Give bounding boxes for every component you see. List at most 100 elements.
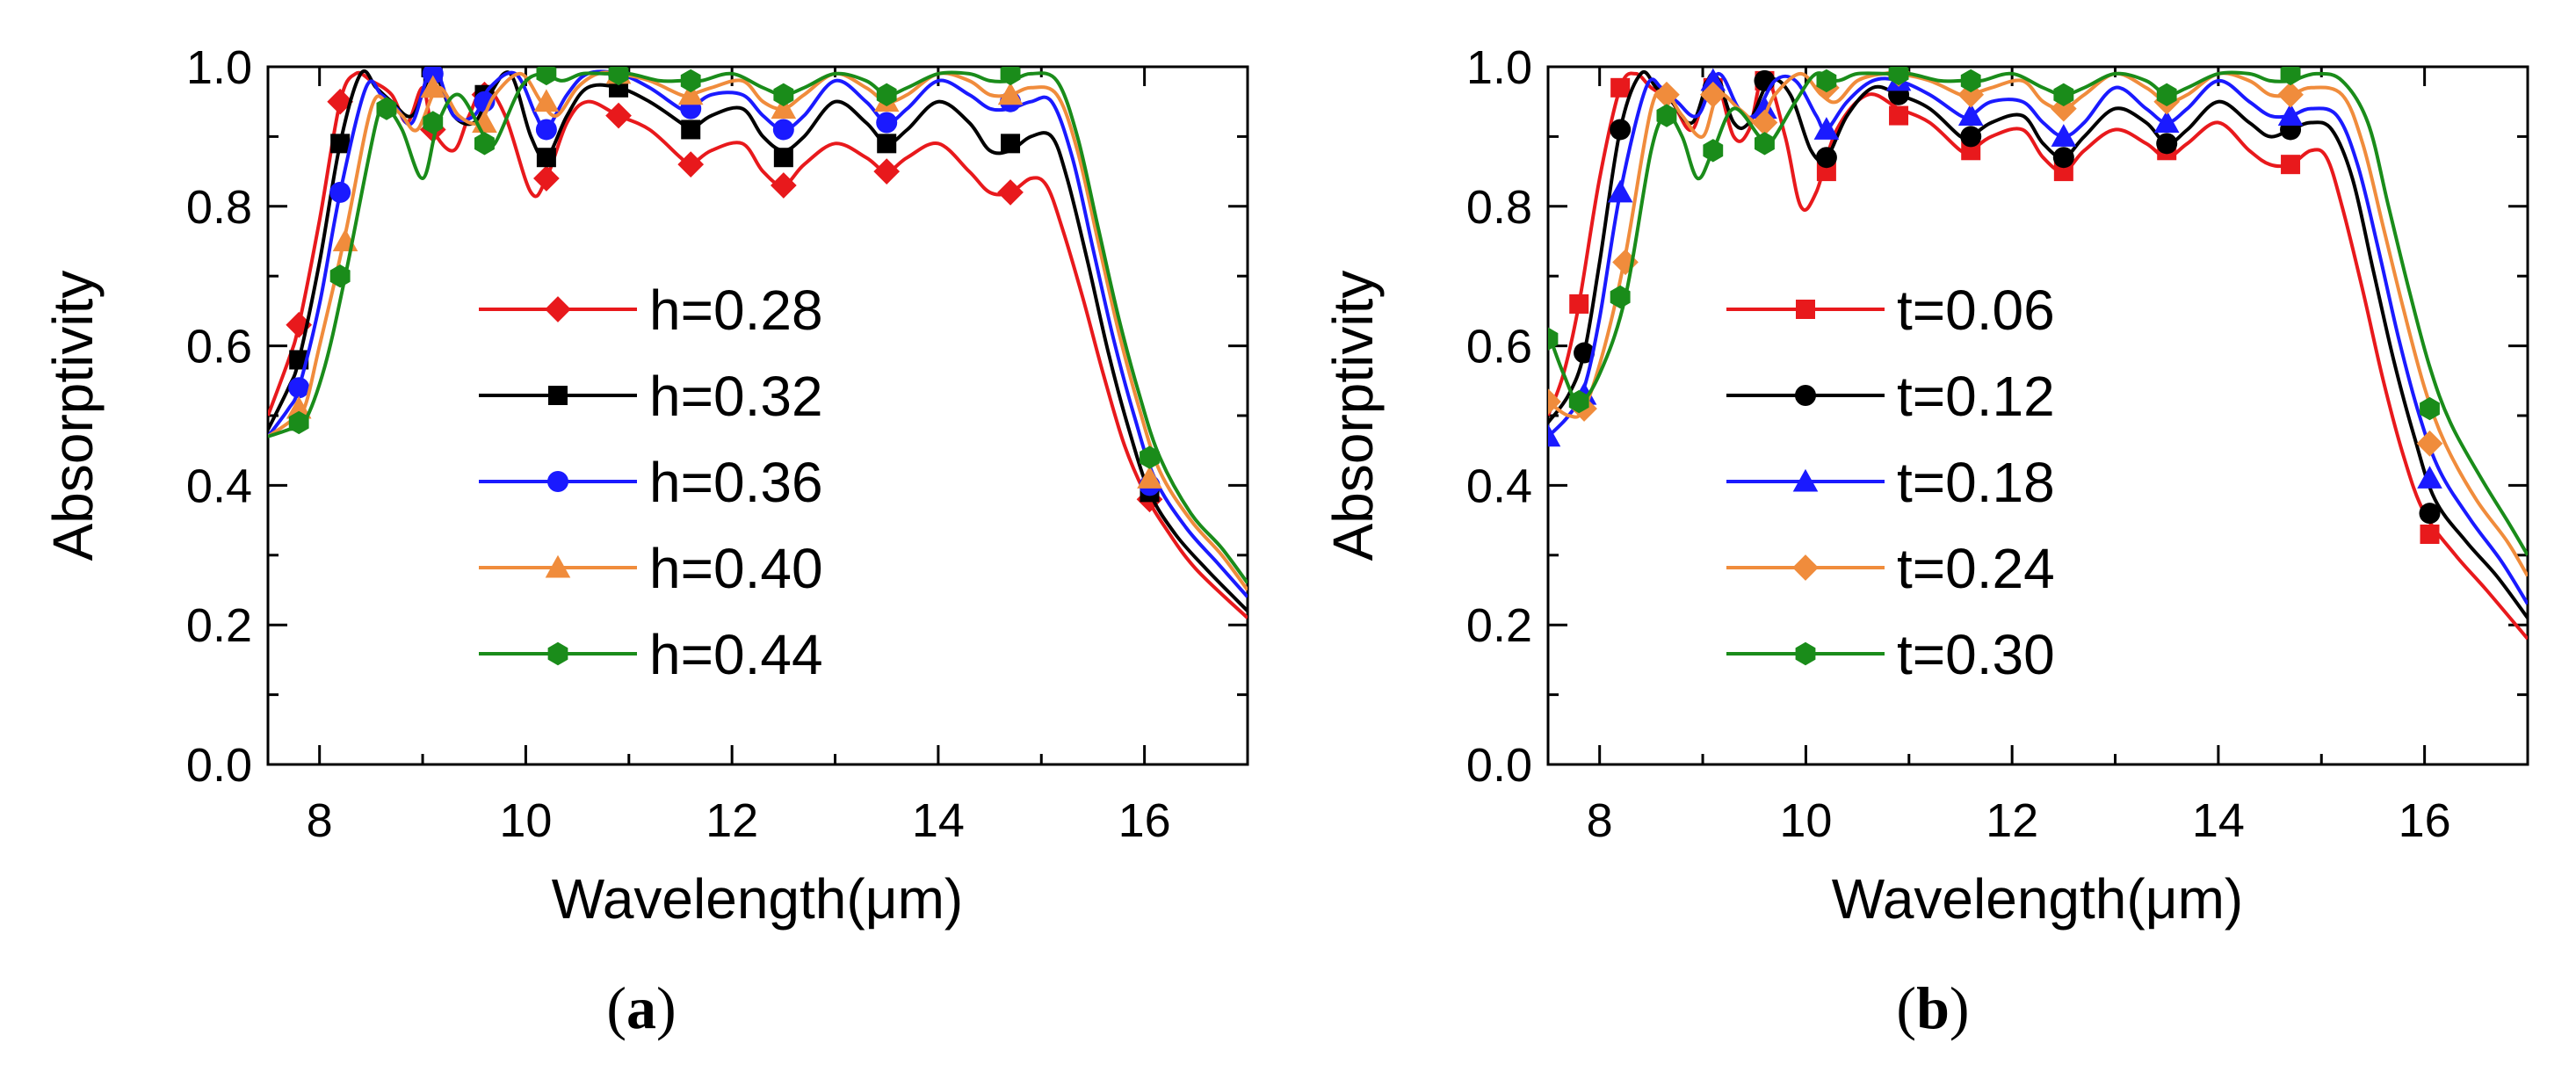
data-point [1548, 327, 1559, 351]
data-point [997, 179, 1024, 206]
legend-entry: t=0.18 [1726, 451, 2055, 514]
data-point [288, 410, 309, 435]
legend-entry: t=0.06 [1726, 279, 2055, 342]
legend-entry: h=0.32 [479, 365, 823, 428]
x-tick-label: 14 [912, 794, 965, 847]
x-axis-title: Wavelength(μm) [1832, 867, 2243, 931]
legend-label: h=0.28 [649, 279, 823, 342]
legend-marker [1795, 385, 1816, 406]
data-point [1607, 179, 1633, 203]
data-point [1957, 103, 1984, 127]
data-point [2051, 124, 2077, 147]
data-point [1816, 69, 1837, 93]
x-tick-label: 12 [1986, 794, 2038, 847]
series-h=0.44 [268, 67, 1248, 584]
y-tick-label: 0.6 [186, 321, 252, 373]
data-point [2420, 396, 2440, 421]
data-point [1653, 81, 1680, 108]
data-point [286, 311, 313, 338]
data-point [2053, 83, 2074, 106]
y-axis-title: Absorptivity [41, 271, 105, 561]
data-point [423, 111, 444, 134]
data-point [376, 97, 397, 120]
legend-label: h=0.44 [649, 623, 823, 686]
legend-marker [545, 554, 571, 578]
legend-marker [548, 386, 568, 405]
data-point [1610, 119, 1632, 141]
x-axis-title: Wavelength(μm) [552, 867, 963, 931]
data-point [1548, 424, 1561, 447]
legend-label: t=0.12 [1897, 365, 2055, 428]
y-tick-label: 1.0 [1466, 41, 1532, 94]
y-tick-label: 0.6 [1466, 321, 1532, 373]
data-point [771, 96, 797, 120]
legend-marker [547, 641, 568, 666]
legend-entry: t=0.12 [1726, 365, 2055, 428]
legend-entry: t=0.30 [1726, 623, 2055, 686]
data-point [773, 83, 794, 106]
data-point [2277, 103, 2304, 127]
legend-label: t=0.18 [1897, 451, 2055, 514]
y-tick-label: 0.4 [186, 460, 252, 512]
chart-panel-b: 8 10 12 14 16 0.0 0.2 0.4 0.6 0.8 1.0 Wavelength(μ… [1321, 41, 2529, 1041]
data-point [1752, 96, 1777, 120]
data-point [877, 134, 897, 154]
legend-entry: h=0.36 [479, 451, 823, 514]
data-point [286, 395, 312, 419]
data-point [773, 148, 793, 168]
data-point [681, 120, 701, 140]
legend-label: h=0.32 [649, 365, 823, 428]
x-tick-label: 10 [499, 794, 552, 847]
data-point [474, 132, 495, 156]
data-point [1888, 67, 1909, 86]
y-axis-title: Absorptivity [1321, 271, 1385, 561]
data-point [1755, 132, 1775, 156]
data-point [1001, 134, 1021, 154]
x-tick-label: 8 [1587, 794, 1613, 847]
data-point [876, 83, 897, 106]
data-point [329, 264, 351, 288]
y-tick-label: 0.8 [186, 181, 252, 234]
y-tick-label: 0.0 [1466, 739, 1532, 792]
data-point [2281, 155, 2301, 175]
x-tick-label: 16 [1118, 794, 1171, 847]
data-point [1656, 104, 1677, 127]
data-point [1754, 69, 1776, 91]
legend-entry: t=0.24 [1726, 537, 2055, 600]
legend-marker [1795, 641, 1816, 666]
data-point [1569, 293, 1589, 314]
data-point [1574, 342, 1596, 364]
data-point [772, 119, 794, 141]
series-line [268, 70, 1248, 591]
series-line [1548, 70, 2528, 577]
y-tick-label: 0.2 [186, 599, 252, 652]
y-tick-label: 1.0 [186, 41, 252, 94]
series-layer [268, 67, 1248, 619]
data-point [677, 82, 704, 105]
data-point [1960, 126, 1982, 148]
data-point [327, 88, 354, 115]
legend-label: h=0.36 [649, 451, 823, 514]
data-point [2280, 67, 2301, 86]
data-point [536, 148, 556, 168]
data-point [1548, 388, 1561, 415]
legend-marker [1796, 300, 1815, 319]
legend-label: t=0.06 [1897, 279, 2055, 342]
data-point [1751, 109, 1778, 136]
data-point [2052, 147, 2074, 169]
legend-entry: h=0.44 [479, 623, 823, 686]
data-point [420, 75, 446, 98]
y-tick-label: 0.8 [1466, 181, 1532, 234]
data-point [1889, 105, 1909, 126]
panel-label: (b) [1896, 974, 1969, 1041]
data-point [2277, 81, 2304, 108]
data-point [2417, 466, 2442, 489]
data-point [876, 112, 898, 134]
legend-marker [1792, 554, 1819, 581]
data-point [873, 158, 901, 185]
data-point [1610, 285, 1631, 309]
series-layer [1548, 67, 2528, 641]
data-point [2156, 83, 2177, 106]
legend-entry: h=0.40 [479, 537, 823, 600]
data-point [1137, 466, 1162, 489]
